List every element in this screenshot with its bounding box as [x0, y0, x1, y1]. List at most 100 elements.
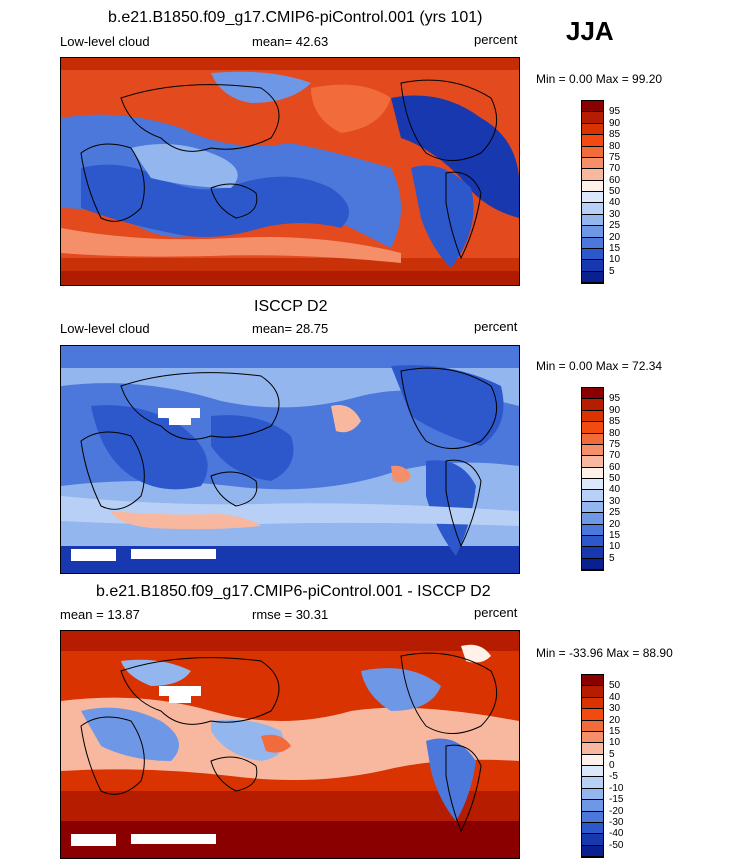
colorbar-tick-label: -30 — [609, 816, 624, 828]
colorbar-swatch — [582, 237, 603, 249]
colorbar-swatch — [582, 675, 603, 687]
panel-model-mean: mean= 42.63 — [252, 34, 329, 49]
colorbar-swatch — [582, 524, 603, 536]
colorbar-swatch — [582, 444, 603, 457]
panel-diff-mean: mean = 13.87 — [60, 607, 140, 622]
colorbar-swatch — [582, 123, 603, 136]
colorbar-swatch — [582, 743, 603, 755]
colorbar-swatch — [582, 410, 603, 423]
colorbar-tick-label: 70 — [609, 163, 621, 175]
colorbar-tick-label: 10 — [609, 254, 621, 266]
colorbar-swatch — [582, 777, 603, 789]
colorbar-tick-label: 90 — [609, 404, 621, 416]
colorbar-tick-label: 95 — [609, 106, 621, 118]
colorbar-swatch — [582, 535, 603, 548]
map-obs — [60, 345, 520, 574]
colorbar-tick-label: 75 — [609, 151, 621, 163]
colorbar-tick-label: -40 — [609, 828, 624, 840]
colorbar-tick-label: 15 — [609, 242, 621, 254]
colorbar-swatch — [582, 845, 603, 857]
colorbar-swatch — [582, 203, 603, 215]
colorbar-swatch — [582, 192, 603, 204]
colorbar-swatch — [582, 766, 603, 778]
colorbar-swatch — [582, 399, 603, 411]
colorbar-tick-label: 5 — [609, 265, 615, 277]
colorbar-tick-label: 25 — [609, 220, 621, 232]
colorbar-tick-label: 5 — [609, 552, 615, 564]
colorbar-swatch — [582, 101, 603, 113]
colorbar-swatch — [582, 731, 603, 744]
colorbar-swatch — [582, 697, 603, 710]
colorbar-swatch — [582, 422, 603, 434]
colorbar-tick-label: -20 — [609, 805, 624, 817]
colorbar-tick-label: 95 — [609, 393, 621, 405]
colorbar-tick-label: 70 — [609, 450, 621, 462]
colorbar-swatch — [582, 720, 603, 732]
colorbar-tick-label: -15 — [609, 794, 624, 806]
colorbar-tick-label: 85 — [609, 129, 621, 141]
colorbar-swatch — [582, 822, 603, 835]
panel-obs-mean: mean= 28.75 — [252, 321, 329, 336]
colorbar-swatch — [582, 513, 603, 525]
colorbar-tick-label: 85 — [609, 416, 621, 428]
map-model — [60, 57, 520, 286]
panel-diff-title: b.e21.B1850.f09_g17.CMIP6-piControl.001 … — [96, 583, 491, 600]
map-diff-field — [61, 631, 519, 858]
colorbar-tick-label: -10 — [609, 782, 624, 794]
colorbar-swatch — [582, 112, 603, 124]
colorbar-swatch — [582, 271, 603, 283]
panel-diff-rmse: rmse = 30.31 — [252, 607, 329, 622]
map-diff — [60, 630, 520, 859]
colorbar-tick-label: 20 — [609, 518, 621, 530]
colorbar-swatch — [582, 811, 603, 823]
colorbar-swatch — [582, 709, 603, 721]
colorbar-tick-label: 60 — [609, 461, 621, 473]
colorbar-swatch — [582, 214, 603, 227]
colorbar-tick-label: 30 — [609, 208, 621, 220]
colorbar-swatch — [582, 501, 603, 514]
panel-model-title: b.e21.B1850.f09_g17.CMIP6-piControl.001 … — [108, 9, 483, 26]
panel-model-min-max: Min = 0.00 Max = 99.20 — [536, 72, 663, 86]
colorbar-swatch — [582, 157, 603, 170]
colorbar-swatch — [582, 754, 603, 766]
colorbar-swatch — [582, 467, 603, 479]
colorbar-swatch — [582, 788, 603, 801]
colorbar-swatch — [582, 135, 603, 147]
panel-obs-left-label: Low-level cloud — [60, 321, 150, 336]
colorbar-swatch — [582, 558, 603, 570]
panel-model-left-label: Low-level cloud — [60, 34, 150, 49]
colorbar-tick-label: 40 — [609, 691, 621, 703]
colorbar-model: 95 90 85 80 75 70 60 50 40 30 25 20 15 10 5 — [581, 100, 620, 284]
panel-diff-units: percent — [474, 605, 518, 620]
map-model-field — [61, 58, 519, 285]
colorbar-swatch — [582, 834, 603, 846]
colorbar-diff: 50 40 30 20 15 10 5 0 -5 -10 -15 -20 -30 -40 -50 — [581, 674, 623, 858]
colorbar-swatch — [582, 433, 603, 445]
colorbar-swatch — [582, 180, 603, 192]
colorbar-tick-label: 25 — [609, 507, 621, 519]
colorbar-obs: 95 90 85 80 75 70 60 50 40 30 25 20 15 10 5 — [581, 387, 620, 571]
colorbar-tick-label: 30 — [609, 703, 621, 715]
colorbar-tick-label: -50 — [609, 839, 624, 851]
colorbar-tick-label: 40 — [609, 197, 621, 209]
colorbar-tick-label: 40 — [609, 484, 621, 496]
colorbar-tick-label: 50 — [609, 186, 621, 197]
colorbar-tick-label: 50 — [609, 473, 621, 484]
season-label: JJA — [566, 16, 614, 46]
colorbar-tick-label: 90 — [609, 117, 621, 129]
panel-obs-title: ISCCP D2 — [254, 298, 328, 315]
colorbar-tick-label: 60 — [609, 174, 621, 186]
colorbar-tick-label: 0 — [609, 760, 615, 771]
colorbar-swatch — [582, 547, 603, 559]
colorbar-swatch — [582, 169, 603, 181]
colorbar-tick-label: -5 — [609, 771, 618, 783]
colorbar-tick-label: 20 — [609, 714, 621, 726]
panel-diff-min-max: Min = -33.96 Max = 88.90 — [536, 646, 673, 660]
colorbar-tick-label: 80 — [609, 140, 621, 152]
colorbar-swatch — [582, 260, 603, 272]
colorbar-swatch — [582, 388, 603, 400]
colorbar-tick-label: 50 — [609, 680, 621, 692]
colorbar-swatch — [582, 800, 603, 812]
colorbar-tick-label: 15 — [609, 529, 621, 541]
colorbar-tick-label: 15 — [609, 725, 621, 737]
